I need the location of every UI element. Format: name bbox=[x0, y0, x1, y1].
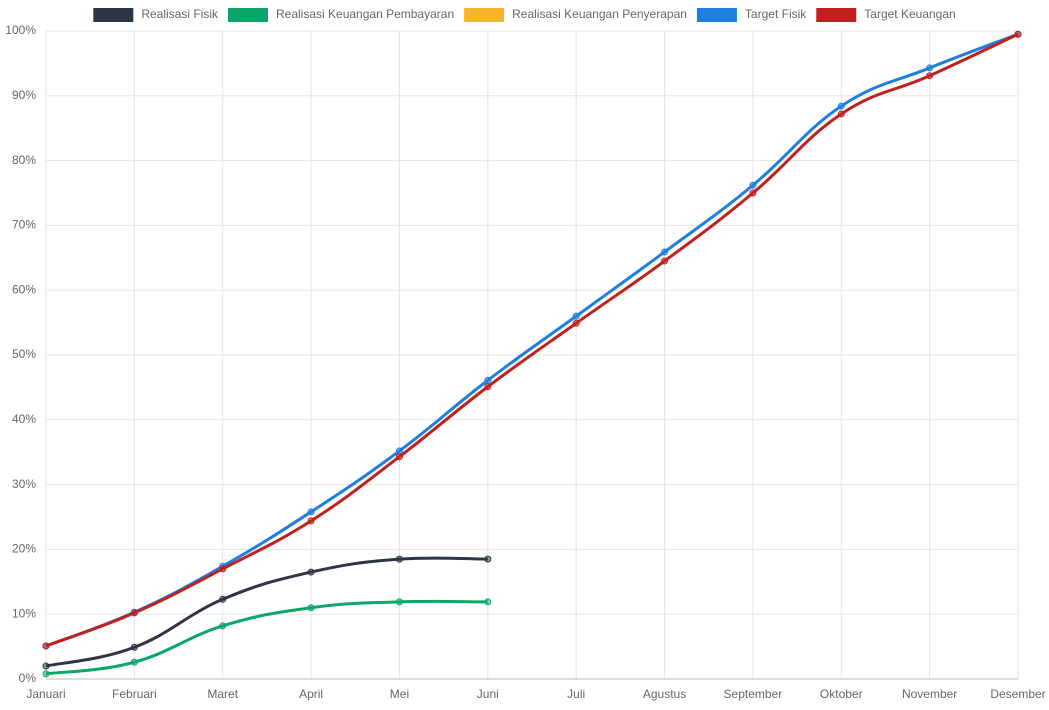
x-tick-label: Februari bbox=[112, 687, 157, 701]
data-point bbox=[307, 508, 315, 516]
legend-swatch bbox=[93, 8, 134, 22]
data-point bbox=[307, 604, 315, 612]
data-point bbox=[837, 110, 845, 118]
x-tick-label: Mei bbox=[390, 687, 409, 701]
legend-label: Target Fisik bbox=[745, 7, 807, 21]
x-tick-label: Juli bbox=[567, 687, 585, 701]
x-tick-label: November bbox=[902, 687, 957, 701]
data-point bbox=[661, 248, 669, 256]
x-tick-label: Juni bbox=[477, 687, 499, 701]
x-tick-label: Maret bbox=[207, 687, 238, 701]
data-point bbox=[572, 319, 580, 327]
data-point bbox=[219, 565, 227, 573]
y-tick-label: 30% bbox=[12, 477, 36, 491]
legend-label: Realisasi Keuangan Penyerapan bbox=[512, 7, 687, 21]
legend-swatch bbox=[816, 8, 857, 22]
legend-swatch bbox=[696, 8, 737, 22]
legend-swatch bbox=[228, 8, 268, 22]
data-point bbox=[219, 595, 227, 603]
series-line bbox=[45, 556, 488, 668]
x-tick-label: Agustus bbox=[643, 687, 686, 701]
x-tick-label: April bbox=[299, 687, 323, 701]
y-tick-label: 40% bbox=[12, 412, 36, 426]
x-tick-label: Januari bbox=[26, 687, 65, 701]
y-tick-label: 70% bbox=[12, 218, 36, 232]
data-point bbox=[484, 598, 492, 606]
data-point bbox=[395, 453, 403, 461]
data-point bbox=[130, 658, 138, 666]
data-point bbox=[926, 72, 934, 80]
y-tick-label: 20% bbox=[12, 542, 36, 556]
data-point bbox=[42, 670, 50, 678]
data-point bbox=[661, 257, 669, 265]
x-tick-label: Oktober bbox=[820, 687, 863, 701]
legend-label: Target Keuangan bbox=[864, 7, 955, 21]
data-point bbox=[395, 598, 403, 606]
series-line bbox=[45, 32, 1019, 648]
y-tick-label: 0% bbox=[19, 671, 37, 685]
legend-label: Realisasi Fisik bbox=[141, 7, 219, 21]
data-point bbox=[219, 622, 227, 630]
data-point bbox=[572, 312, 580, 320]
data-point bbox=[307, 568, 315, 576]
data-point bbox=[837, 102, 845, 110]
series-line bbox=[45, 599, 488, 676]
data-point bbox=[395, 447, 403, 455]
data-point bbox=[749, 189, 757, 197]
data-point bbox=[130, 609, 138, 617]
data-point bbox=[42, 642, 50, 650]
y-tick-label: 60% bbox=[12, 282, 36, 296]
y-tick-label: 90% bbox=[12, 88, 36, 102]
data-point bbox=[484, 376, 492, 384]
data-point bbox=[42, 662, 50, 670]
series-line bbox=[45, 32, 1019, 648]
data-point bbox=[395, 555, 403, 563]
data-point bbox=[926, 64, 934, 72]
y-tick-label: 10% bbox=[12, 606, 36, 620]
data-point bbox=[1014, 30, 1022, 38]
data-point bbox=[484, 555, 492, 563]
y-tick-label: 80% bbox=[12, 153, 36, 167]
data-point bbox=[484, 383, 492, 391]
legend-swatch bbox=[464, 8, 505, 22]
y-tick-label: 50% bbox=[12, 347, 36, 361]
legend-label: Realisasi Keuangan Pembayaran bbox=[276, 7, 454, 21]
x-tick-label: Desember bbox=[990, 687, 1045, 701]
legend: Realisasi Fisik Realisasi Keuangan Pembay… bbox=[93, 7, 956, 22]
data-point bbox=[130, 643, 138, 651]
data-point bbox=[307, 517, 315, 525]
x-tick-label: September bbox=[724, 687, 783, 701]
y-tick-label: 100% bbox=[5, 23, 36, 37]
data-point bbox=[749, 181, 757, 189]
